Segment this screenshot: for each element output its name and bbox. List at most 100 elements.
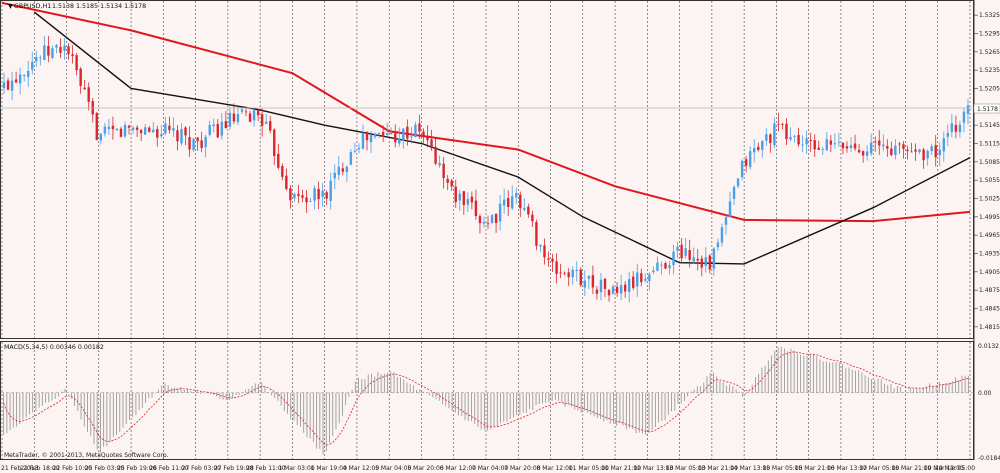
candle-body: [874, 141, 877, 143]
time-label: 7 Mar 20:00: [504, 465, 540, 472]
candle-body: [18, 74, 22, 84]
candle-body: [607, 289, 611, 296]
candle-body: [43, 45, 46, 60]
candle-body: [240, 109, 244, 112]
candle-body: [232, 113, 236, 122]
candle-body: [692, 257, 695, 262]
candle-body: [515, 192, 518, 198]
candle-body: [498, 203, 502, 222]
time-label: 14 Mar 13:00: [730, 465, 770, 472]
candle-body: [898, 143, 901, 145]
candle-body: [849, 145, 853, 148]
candle-body: [454, 186, 457, 203]
candle-body: [228, 112, 232, 127]
candle-body: [821, 148, 824, 150]
price-tick-label: 1.5115: [979, 141, 1000, 148]
time-label: 21 Feb 18:00: [20, 465, 60, 472]
price-tick-label: 1.5145: [979, 122, 1000, 129]
candle-body: [115, 128, 119, 131]
candle-body: [531, 214, 534, 222]
candle-body: [809, 140, 812, 142]
candle-body: [252, 110, 256, 121]
time-label: 28 Feb 11:00: [246, 465, 286, 472]
candle-body: [14, 79, 18, 83]
time-label: 20 Mar 05:00: [935, 465, 975, 472]
candle-body: [236, 114, 240, 123]
candle-body: [107, 126, 111, 130]
time-label: 21 Feb 2013: [1, 465, 39, 472]
candle-body: [930, 146, 933, 152]
candle-body: [293, 193, 296, 199]
candle-body: [571, 269, 574, 278]
candle-body: [446, 178, 449, 183]
candle-body: [127, 125, 131, 128]
candle-body: [297, 193, 300, 196]
candle-body: [777, 123, 780, 125]
time-label: 18 Mar 21:00: [891, 465, 931, 472]
chart-header-arrow[interactable]: ▼: [8, 3, 13, 10]
candle-body: [765, 134, 768, 141]
macd-signal-line: [3, 351, 969, 446]
candle-body: [406, 126, 409, 139]
macd-panel[interactable]: [0, 341, 974, 460]
candle-body: [273, 129, 276, 157]
candle-body: [442, 163, 445, 179]
candle-body: [958, 124, 962, 133]
candle-body: [63, 45, 66, 51]
candle-body: [204, 136, 207, 148]
candle-body: [172, 128, 175, 131]
candle-body: [196, 137, 199, 142]
candle-body: [579, 269, 582, 286]
candle-body: [103, 126, 107, 134]
candle-body: [555, 261, 558, 274]
candle-body: [841, 142, 845, 149]
macd-tick-label: 0.00: [978, 390, 992, 397]
price-panel[interactable]: [0, 0, 974, 339]
candle-body: [906, 149, 909, 152]
candle-body: [67, 46, 70, 55]
candle-body: [817, 147, 820, 150]
candle-body: [353, 151, 357, 152]
candle-body: [224, 121, 228, 129]
candle-body: [486, 223, 490, 225]
time-label: 17 Mar 05:00: [859, 465, 899, 472]
candle-body: [152, 129, 155, 133]
candle-body: [668, 265, 671, 269]
candle-body: [462, 191, 466, 206]
candle-body: [623, 284, 627, 292]
price-tick-label: 1.5295: [979, 31, 1000, 38]
price-tick-label: 1.4905: [979, 269, 1000, 276]
candle-body: [349, 152, 353, 165]
macd-histogram: [3, 346, 969, 455]
candle-body: [926, 150, 929, 159]
candle-body: [494, 213, 498, 223]
time-label: 25 Feb 19:00: [117, 465, 157, 472]
candle-body: [212, 124, 215, 127]
candle-body: [430, 139, 433, 149]
candle-body: [728, 201, 732, 218]
time-label: 13 Mar 21:00: [698, 465, 738, 472]
candle-body: [857, 149, 861, 153]
candle-body: [894, 145, 897, 155]
candle-body: [490, 215, 494, 223]
candle-body: [208, 125, 211, 135]
candle-body: [35, 57, 38, 62]
candle-body: [329, 180, 332, 201]
time-label: 1 Mar 19:00: [311, 465, 347, 472]
current-price-marker: [973, 103, 1000, 114]
candle-body: [99, 133, 103, 141]
candle-body: [87, 87, 90, 102]
candle-body: [744, 159, 748, 166]
candle-body: [281, 166, 284, 177]
candle-body: [785, 123, 788, 140]
candle-body: [732, 187, 736, 199]
candle-body: [878, 140, 881, 146]
candle-body: [902, 144, 905, 149]
candle-body: [567, 272, 570, 278]
candle-body: [414, 124, 417, 138]
candle-body: [345, 166, 349, 173]
candle-body: [474, 200, 478, 216]
time-label: 13 Mar 05:00: [666, 465, 706, 472]
